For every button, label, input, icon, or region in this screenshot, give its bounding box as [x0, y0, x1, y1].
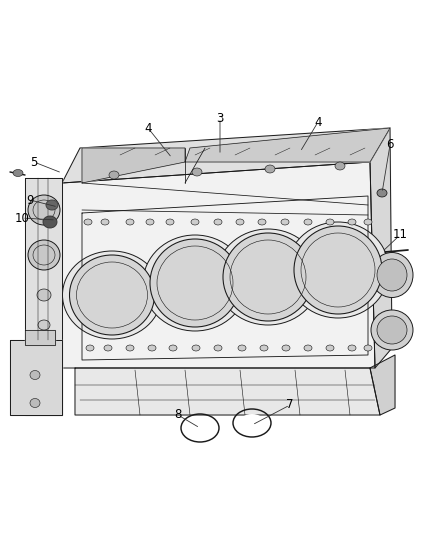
Ellipse shape — [126, 219, 134, 225]
Ellipse shape — [166, 219, 174, 225]
Polygon shape — [370, 355, 395, 415]
Ellipse shape — [371, 310, 413, 350]
Ellipse shape — [192, 345, 200, 351]
Polygon shape — [185, 128, 390, 162]
Ellipse shape — [104, 345, 112, 351]
Ellipse shape — [377, 316, 407, 344]
Ellipse shape — [214, 219, 222, 225]
Ellipse shape — [148, 345, 156, 351]
Ellipse shape — [348, 219, 356, 225]
Ellipse shape — [304, 219, 312, 225]
Text: 6: 6 — [386, 139, 394, 151]
Text: 8: 8 — [174, 408, 182, 422]
Ellipse shape — [169, 345, 177, 351]
Ellipse shape — [348, 345, 356, 351]
Ellipse shape — [150, 239, 240, 327]
Ellipse shape — [146, 219, 154, 225]
Polygon shape — [62, 128, 390, 183]
Ellipse shape — [30, 370, 40, 379]
Ellipse shape — [364, 219, 372, 225]
Ellipse shape — [101, 219, 109, 225]
Text: 4: 4 — [314, 116, 322, 128]
Ellipse shape — [126, 345, 134, 351]
Ellipse shape — [281, 219, 289, 225]
Ellipse shape — [37, 289, 51, 301]
Ellipse shape — [86, 345, 94, 351]
Ellipse shape — [282, 345, 290, 351]
Ellipse shape — [143, 235, 247, 331]
Ellipse shape — [109, 171, 119, 179]
Ellipse shape — [214, 345, 222, 351]
Ellipse shape — [70, 255, 155, 335]
Polygon shape — [82, 148, 185, 183]
Ellipse shape — [223, 233, 313, 321]
Ellipse shape — [377, 259, 407, 291]
Ellipse shape — [38, 320, 50, 330]
Polygon shape — [62, 162, 375, 368]
Ellipse shape — [287, 222, 389, 318]
Ellipse shape — [46, 200, 58, 210]
Polygon shape — [10, 340, 62, 415]
Ellipse shape — [265, 165, 275, 173]
Text: 10: 10 — [14, 212, 29, 224]
Ellipse shape — [192, 168, 202, 176]
Ellipse shape — [260, 345, 268, 351]
Ellipse shape — [13, 169, 23, 176]
Ellipse shape — [187, 419, 213, 437]
Ellipse shape — [236, 219, 244, 225]
Polygon shape — [25, 178, 62, 415]
Text: 11: 11 — [392, 229, 407, 241]
Ellipse shape — [377, 189, 387, 197]
Polygon shape — [75, 368, 380, 415]
Ellipse shape — [238, 345, 246, 351]
Ellipse shape — [43, 216, 57, 228]
Polygon shape — [25, 330, 55, 345]
Ellipse shape — [216, 229, 320, 325]
Ellipse shape — [258, 219, 266, 225]
Text: 3: 3 — [216, 111, 224, 125]
Ellipse shape — [294, 226, 382, 314]
Ellipse shape — [28, 240, 60, 270]
Ellipse shape — [335, 162, 345, 170]
Ellipse shape — [30, 399, 40, 408]
Ellipse shape — [84, 219, 92, 225]
Ellipse shape — [191, 219, 199, 225]
Text: 9: 9 — [26, 193, 34, 206]
Text: 5: 5 — [30, 156, 38, 168]
Ellipse shape — [239, 414, 265, 432]
Text: 4: 4 — [144, 122, 152, 134]
Ellipse shape — [371, 253, 413, 297]
Ellipse shape — [364, 345, 372, 351]
Ellipse shape — [326, 219, 334, 225]
Text: 7: 7 — [286, 399, 294, 411]
Ellipse shape — [28, 195, 60, 225]
Ellipse shape — [63, 251, 162, 339]
Polygon shape — [370, 128, 392, 368]
Ellipse shape — [326, 345, 334, 351]
Ellipse shape — [304, 345, 312, 351]
